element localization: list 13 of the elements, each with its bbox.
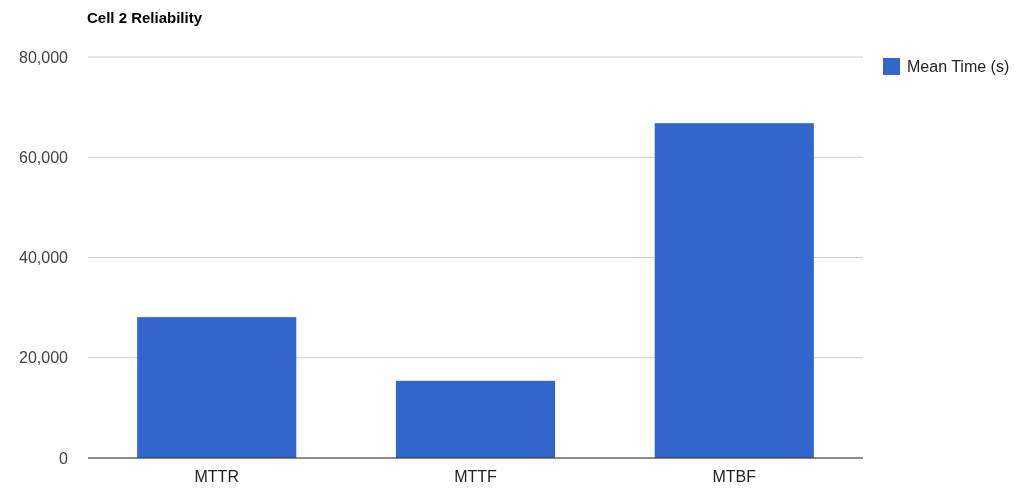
x-tick-label: MTBF xyxy=(712,468,757,485)
y-tick-label: 20,000 xyxy=(19,349,69,367)
bar xyxy=(395,380,556,458)
y-tick-label: 0 xyxy=(59,449,69,467)
y-tick-label: 60,000 xyxy=(19,148,69,166)
legend-label: Mean Time (s) xyxy=(907,58,1010,75)
y-tick-label: 80,000 xyxy=(19,48,69,66)
x-tick-label: MTTR xyxy=(194,468,239,485)
chart-title: Cell 2 Reliability xyxy=(87,9,203,26)
x-tick-label: MTTF xyxy=(454,468,498,485)
bar xyxy=(137,317,297,458)
bar xyxy=(654,123,814,458)
y-tick-label: 40,000 xyxy=(19,249,69,267)
